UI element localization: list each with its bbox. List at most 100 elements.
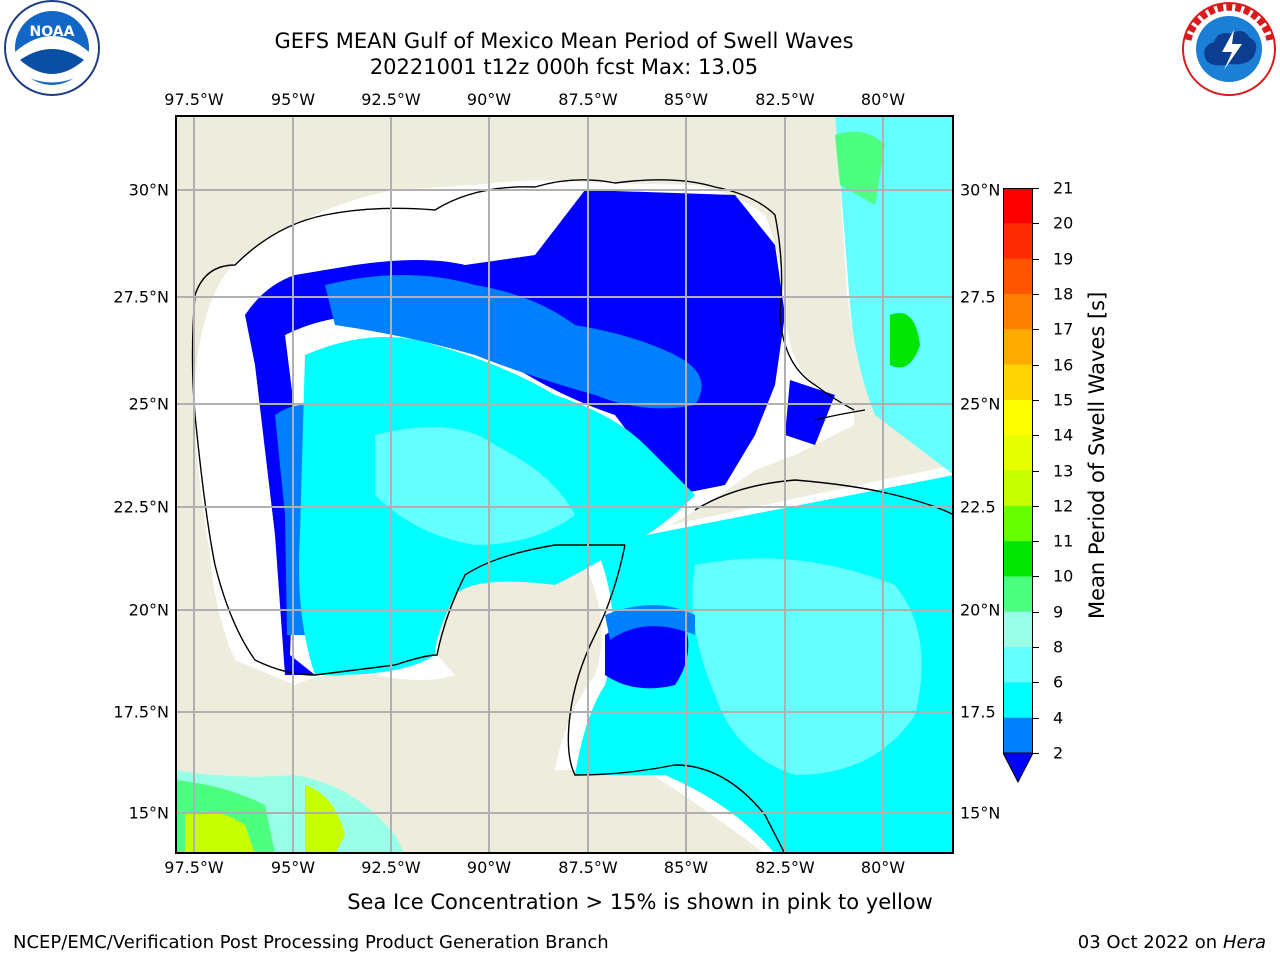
lat-label-left: 22.5°N [113, 497, 169, 517]
colorbar-tick [1033, 435, 1039, 437]
colorbar-segment [1003, 188, 1033, 224]
swell-band-10-11 [890, 313, 920, 368]
colorbar-tick [1033, 682, 1039, 684]
colorbar-segment [1003, 223, 1033, 260]
lat-label-left: 20°N [128, 600, 169, 620]
lat-label-left: 17.5°N [113, 702, 169, 722]
gridlines [175, 115, 954, 854]
lat-label-left: 15°N [128, 803, 169, 823]
coastline-yucatan-central-america [567, 544, 786, 855]
lat-label-right: 25°N [960, 394, 1001, 414]
footer-date: 03 Oct 2022 on [1077, 932, 1223, 953]
colorbar-tick-label: 9 [1053, 602, 1064, 622]
lon-label-top: 82.5°W [755, 90, 815, 109]
lon-label-top: 97.5°W [164, 90, 224, 109]
colorbar-tick [1033, 647, 1039, 649]
colorbar-tick-label: 4 [1053, 708, 1064, 728]
colorbar-tick-label: 2 [1053, 743, 1064, 763]
lat-label-left: 25°N [128, 394, 169, 414]
nws-logo [1178, 0, 1280, 100]
map-svg [175, 115, 955, 855]
colorbar-tick [1033, 611, 1039, 613]
colorbar-tick-label: 15 [1053, 390, 1074, 410]
lon-label-bottom: 87.5°W [558, 858, 618, 877]
lat-label-right: 30°N [960, 180, 1001, 200]
colorbar-under-arrow [1002, 752, 1034, 784]
lon-label-top: 95°W [270, 90, 316, 109]
pacific-band-yellow [185, 811, 255, 854]
swell-band-6-8 [375, 427, 575, 545]
coastline-us-mexico [194, 179, 855, 411]
colorbar-tick [1033, 364, 1039, 366]
colorbar-tick [1033, 505, 1039, 507]
lat-label-right: 17.5 [960, 702, 996, 722]
colorbar-tick [1033, 541, 1039, 543]
colorbar-segment [1003, 647, 1033, 683]
colorbar-frame [1003, 188, 1033, 753]
colorbar-segment [1003, 576, 1033, 613]
colorbar-tick [1033, 223, 1039, 225]
lon-label-bottom: 80°W [860, 858, 906, 877]
lon-label-bottom: 90°W [466, 858, 512, 877]
swell-band-4-blue-n [325, 275, 702, 409]
colorbar-tick [1033, 293, 1039, 295]
lat-label-left: 27.5°N [113, 287, 169, 307]
colorbar-tick-label: 13 [1053, 461, 1074, 480]
colorbar-tick-label: 10 [1053, 566, 1074, 586]
colorbar-segment [1003, 717, 1033, 754]
colorbar-tick [1033, 717, 1039, 719]
lon-label-top: 87.5°W [558, 90, 618, 109]
colorbar-svg [1002, 188, 1034, 784]
colorbar-tick-label: 20 [1053, 213, 1074, 233]
lat-label-left: 30°N [128, 180, 169, 200]
coastline-mexico-west [191, 294, 625, 676]
coastline-florida-keys [814, 409, 866, 421]
colorbar-tick-label: 21 [1053, 178, 1074, 198]
colorbar-tick-label: 16 [1053, 355, 1074, 375]
lon-label-top: 90°W [466, 90, 512, 109]
colorbar-tick [1033, 399, 1039, 401]
map-title-line2: 20221001 t12z 000h fcst Max: 13.05 [369, 55, 759, 79]
footer-left: NCEP/EMC/Verification Post Processing Pr… [13, 932, 609, 953]
colorbar-tick-label: 17 [1053, 319, 1074, 339]
lon-label-bottom: 85°W [663, 858, 709, 877]
colorbar-tick-label: 12 [1053, 496, 1074, 516]
noaa-logo: NOAA [0, 0, 106, 100]
colorbar-tick-label: 11 [1053, 531, 1074, 551]
lon-label-bottom: 82.5°W [755, 858, 815, 877]
lon-label-bottom: 97.5°W [164, 858, 224, 877]
colorbar-tick-label: 19 [1053, 249, 1074, 269]
lon-label-bottom: 92.5°W [361, 858, 421, 877]
colorbar-segment [1003, 329, 1033, 366]
map-frame [175, 115, 954, 854]
swell-band-9-10 [835, 131, 885, 205]
colorbar-segment [1003, 258, 1033, 295]
swell-band-6-8-carib [692, 558, 922, 775]
colorbar-segment [1003, 470, 1033, 507]
noaa-logo-text: NOAA [30, 24, 75, 40]
colorbar-segment [1003, 541, 1033, 577]
coastline-cuba [694, 479, 955, 516]
colorbar-tick [1033, 258, 1039, 260]
colorbar-segment [1003, 505, 1033, 542]
swell-band-4-honduras [605, 605, 695, 640]
colorbar-tick-label: 8 [1053, 637, 1064, 657]
colorbar-segment [1003, 399, 1033, 436]
colorbar-tick [1033, 753, 1039, 754]
colorbar-tick-label: 6 [1053, 672, 1064, 692]
colorbar-segment [1003, 364, 1033, 401]
footer-right: 03 Oct 2022 on Hera [1078, 932, 1266, 953]
map-panel [175, 115, 955, 855]
map-title-line1: GEFS MEAN Gulf of Mexico Mean Period of … [274, 29, 854, 53]
colorbar-segment [1003, 611, 1033, 648]
colorbar-tick [1033, 329, 1039, 331]
swell-band-2-4-honduras [605, 617, 689, 689]
lat-label-right: 27.5 [960, 287, 996, 307]
colorbar [1002, 188, 1034, 784]
pacific-band-yellow-2 [305, 785, 345, 854]
lat-label-right: 22.5 [960, 497, 996, 517]
lat-label-right: 15°N [960, 803, 1001, 823]
colorbar-title: Mean Period of Swell Waves [s] [1085, 291, 1109, 619]
lat-label-right: 20°N [960, 600, 1001, 620]
colorbar-segment [1003, 435, 1033, 471]
